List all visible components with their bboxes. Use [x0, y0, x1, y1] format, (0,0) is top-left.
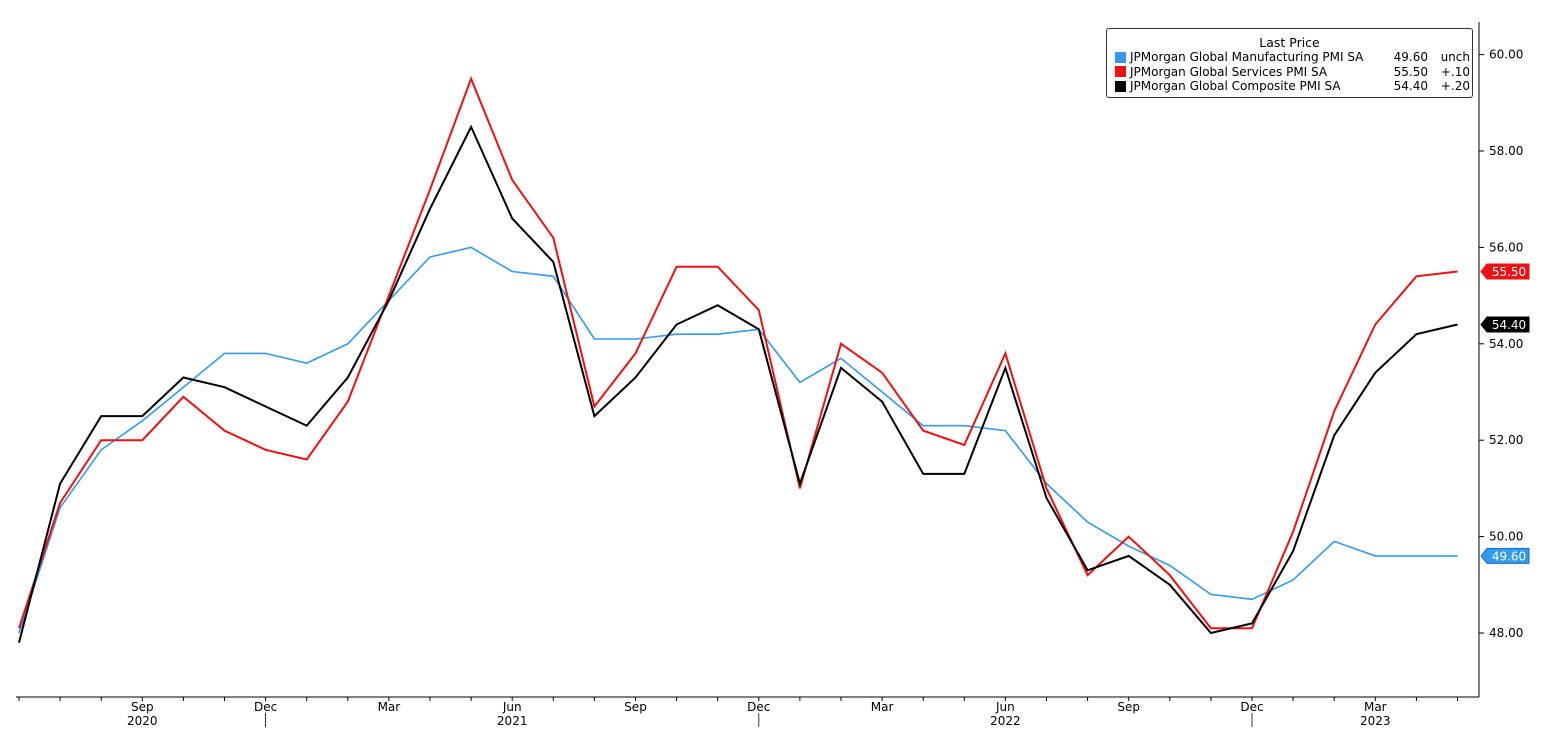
x-month-label: Sep	[131, 700, 154, 714]
composite-last-value-tag-label: 54.40	[1492, 318, 1526, 332]
x-month-label: Jun	[502, 700, 522, 714]
x-month-label: Dec	[747, 700, 770, 714]
y-tick-label: 48.00	[1489, 626, 1523, 640]
x-month-label: Mar	[1364, 700, 1387, 714]
x-month-label: Sep	[1117, 700, 1140, 714]
composite-last-value-tag	[1480, 316, 1530, 333]
x-year-label: 2021	[497, 714, 528, 728]
x-year-label: 2022	[990, 714, 1021, 728]
composite-pmi-line	[18, 124, 1458, 643]
y-tick-label: 58.00	[1489, 144, 1523, 158]
legend-item-services: JPMorgan Global Services PMI SA 55.50 +.…	[1107, 65, 1472, 80]
services-last-value-tag-label: 55.50	[1492, 265, 1526, 279]
y-tick-label: 54.00	[1489, 337, 1523, 351]
legend-swatch-services	[1115, 66, 1126, 78]
legend-last-price: 55.50	[1393, 64, 1428, 79]
services-last-value-tag	[1480, 263, 1530, 280]
manufacturing-last-value-tag-label: 49.60	[1492, 549, 1526, 563]
chart-legend: Last Price JPMorgan Global Manufacturing…	[1106, 28, 1473, 98]
x-month-label: Sep	[624, 700, 647, 714]
services-pmi-line	[18, 75, 1458, 630]
legend-label: JPMorgan Global Manufacturing PMI SA	[1130, 50, 1364, 65]
x-month-label: Mar	[871, 700, 894, 714]
manufacturing-pmi-line	[18, 246, 1458, 634]
manufacturing-last-value-tag	[1480, 547, 1530, 564]
x-month-label: Dec	[1240, 700, 1263, 714]
y-tick-label: 60.00	[1489, 48, 1523, 62]
legend-item-composite: JPMorgan Global Composite PMI SA 54.40 +…	[1107, 79, 1472, 94]
y-tick-label: 52.00	[1489, 433, 1523, 447]
x-month-label: Jun	[995, 700, 1015, 714]
legend-item-manufacturing: JPMorgan Global Manufacturing PMI SA 49.…	[1107, 50, 1472, 65]
legend-last-price: 54.40	[1393, 79, 1428, 94]
x-month-label: Dec	[254, 700, 277, 714]
legend-change: +.10	[1440, 64, 1470, 79]
x-year-label: 2020	[127, 714, 158, 728]
legend-title: Last Price	[1259, 35, 1320, 50]
legend-swatch-composite	[1115, 80, 1126, 92]
y-tick-label: 50.00	[1489, 530, 1523, 544]
x-year-label: 2023	[1360, 714, 1391, 728]
legend-change: +.20	[1440, 79, 1470, 94]
x-month-label: Mar	[378, 700, 401, 714]
legend-change: unch	[1440, 50, 1470, 65]
legend-label: JPMorgan Global Composite PMI SA	[1130, 79, 1341, 94]
legend-swatch-manufacturing	[1115, 51, 1126, 63]
y-tick-label: 56.00	[1489, 240, 1523, 254]
legend-label: JPMorgan Global Services PMI SA	[1130, 64, 1328, 79]
legend-last-price: 49.60	[1393, 50, 1428, 65]
